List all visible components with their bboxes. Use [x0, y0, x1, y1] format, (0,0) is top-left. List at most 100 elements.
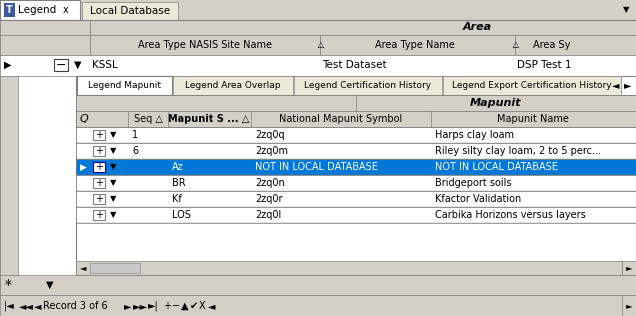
Bar	[54, 59, 68, 71]
Bar	[0, 0, 636, 20]
Text: ▼: ▼	[110, 162, 116, 172]
Bar	[76, 175, 636, 191]
Text: DSP Test 1: DSP Test 1	[517, 60, 572, 70]
Text: ▶: ▶	[4, 60, 11, 70]
Bar	[93, 194, 105, 204]
Text: 2zq0n: 2zq0n	[255, 178, 285, 188]
Bar	[90, 35, 320, 55]
Text: Legend: Legend	[18, 5, 56, 15]
Text: ►|: ►|	[148, 301, 159, 311]
Text: ▼: ▼	[110, 131, 116, 139]
Text: ▶: ▶	[80, 162, 86, 172]
Bar	[294, 76, 442, 95]
Text: ✔: ✔	[190, 301, 198, 311]
Text: −: −	[172, 301, 180, 311]
Text: Legend Export Certification History: Legend Export Certification History	[452, 81, 612, 89]
Text: 2zq0r: 2zq0r	[255, 194, 282, 204]
Bar	[443, 76, 621, 95]
Text: +: +	[95, 210, 103, 220]
Text: −: −	[56, 58, 66, 71]
Text: T: T	[6, 5, 13, 15]
Text: *: *	[4, 278, 11, 292]
Text: Area Sy: Area Sy	[532, 40, 570, 50]
Text: NOT IN LOCAL DATABASE: NOT IN LOCAL DATABASE	[435, 162, 558, 172]
Text: BR: BR	[172, 178, 186, 188]
Text: ►►: ►►	[133, 301, 148, 311]
Text: ▲: ▲	[181, 301, 188, 311]
Text: 2zq0q: 2zq0q	[255, 130, 285, 140]
Text: Local Database: Local Database	[90, 6, 170, 16]
Text: X: X	[199, 301, 205, 311]
Text: ▼: ▼	[110, 147, 116, 155]
Text: ◄◄: ◄◄	[19, 301, 34, 311]
Bar	[82, 2, 178, 20]
Bar	[76, 261, 622, 275]
Text: KSSL: KSSL	[92, 60, 118, 70]
Text: Bridgeport soils: Bridgeport soils	[435, 178, 511, 188]
Text: ▼: ▼	[46, 280, 54, 290]
Text: +: +	[163, 301, 171, 311]
Text: ►: ►	[625, 80, 632, 90]
Bar	[76, 191, 636, 207]
Text: △: △	[510, 40, 519, 50]
Bar	[622, 295, 636, 316]
Text: +: +	[95, 146, 103, 156]
Bar	[76, 207, 636, 223]
Text: Carbika Horizons versus layers: Carbika Horizons versus layers	[435, 210, 586, 220]
Text: NOT IN LOCAL DATABASE: NOT IN LOCAL DATABASE	[255, 162, 378, 172]
Text: Kfactor Validation: Kfactor Validation	[435, 194, 522, 204]
Text: Legend Area Overlap: Legend Area Overlap	[185, 81, 280, 89]
Text: |◄: |◄	[4, 301, 15, 311]
Text: 2zq0m: 2zq0m	[255, 146, 288, 156]
Bar	[93, 162, 105, 172]
Text: Az: Az	[172, 162, 184, 172]
Bar	[93, 146, 105, 156]
Text: +: +	[95, 162, 103, 172]
Text: ▼: ▼	[74, 60, 82, 70]
Text: x: x	[63, 5, 69, 15]
Text: Legend Mapunit: Legend Mapunit	[88, 81, 160, 89]
Bar	[0, 20, 90, 35]
Text: ►: ►	[626, 264, 632, 272]
Bar	[77, 76, 172, 95]
Text: ►: ►	[124, 301, 132, 311]
Text: ▼: ▼	[110, 195, 116, 204]
Text: Area: Area	[462, 22, 492, 32]
Text: ►: ►	[626, 301, 632, 311]
Text: Test Dataset: Test Dataset	[322, 60, 387, 70]
Bar	[0, 76, 18, 275]
Text: Q: Q	[80, 114, 88, 124]
Text: Harps clay loam: Harps clay loam	[435, 130, 514, 140]
Text: 1: 1	[132, 130, 138, 140]
Text: Mapunit Name: Mapunit Name	[497, 114, 569, 124]
Text: ◄: ◄	[34, 301, 41, 311]
Text: △: △	[315, 40, 324, 50]
Bar	[173, 76, 293, 95]
Bar	[515, 35, 636, 55]
Text: ◄: ◄	[612, 80, 619, 90]
Text: Seq △: Seq △	[134, 114, 162, 124]
Text: Mapunit: Mapunit	[470, 98, 522, 108]
Bar	[76, 127, 636, 143]
Bar	[93, 178, 105, 188]
Bar	[76, 95, 636, 111]
Bar	[356, 95, 636, 111]
Bar	[93, 210, 105, 220]
Text: 2zq0l: 2zq0l	[255, 210, 281, 220]
Bar	[0, 35, 90, 55]
Text: National Mapunit Symbol: National Mapunit Symbol	[279, 114, 403, 124]
Bar	[622, 261, 636, 275]
Text: Area Type NASIS Site Name: Area Type NASIS Site Name	[138, 40, 272, 50]
Text: Legend Certification History: Legend Certification History	[305, 81, 432, 89]
Text: Riley silty clay loam, 2 to 5 perc...: Riley silty clay loam, 2 to 5 perc...	[435, 146, 601, 156]
Bar	[0, 295, 636, 316]
Bar	[93, 130, 105, 140]
Text: Mapunit S ... △: Mapunit S ... △	[169, 114, 250, 124]
Bar	[0, 20, 636, 295]
Bar	[4, 3, 15, 17]
Text: +: +	[95, 178, 103, 188]
Text: Record 3 of 6: Record 3 of 6	[43, 301, 107, 311]
Bar	[76, 159, 636, 175]
Text: ▼: ▼	[623, 5, 629, 15]
Text: Kf: Kf	[172, 194, 182, 204]
